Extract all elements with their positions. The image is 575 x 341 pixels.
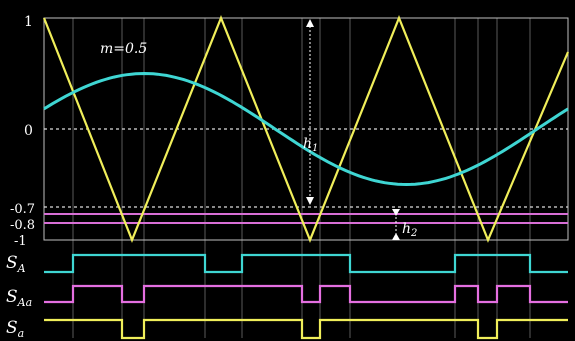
y-tick-m1: -1 bbox=[14, 234, 27, 249]
reference-sine-wave bbox=[43, 71, 569, 187]
signal-sa-lower-label: Sa bbox=[6, 318, 24, 340]
h1-label: h1 bbox=[303, 136, 318, 154]
h2-dimension-arrow bbox=[392, 209, 400, 240]
h2-label: h2 bbox=[402, 221, 417, 239]
y-tick-0: 0 bbox=[24, 123, 33, 139]
h1-dimension-arrow bbox=[306, 19, 314, 205]
signal-sa-upper bbox=[44, 253, 568, 274]
y-tick-1: 1 bbox=[24, 14, 33, 30]
vertical-guide-lines bbox=[72, 18, 531, 338]
y-tick-m08: -0.8 bbox=[10, 218, 35, 233]
signal-sa-lower bbox=[44, 318, 568, 340]
signal-saa bbox=[44, 284, 568, 304]
y-tick-m07: -0.7 bbox=[10, 202, 35, 217]
carrier-triangle-wave bbox=[42, 15, 570, 243]
modulation-index-label: m=0.5 bbox=[100, 41, 147, 57]
signal-saa-label: SAa bbox=[6, 287, 32, 309]
signal-sa-upper-label: SA bbox=[6, 253, 26, 275]
